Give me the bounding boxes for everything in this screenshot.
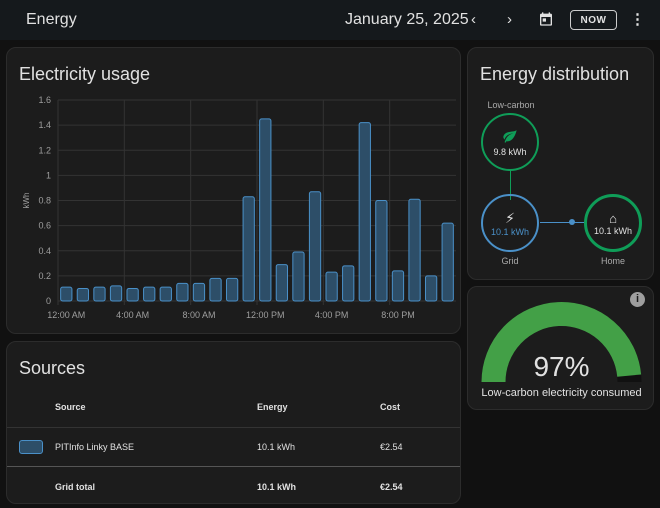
leaf-icon: [503, 129, 517, 143]
source-color-swatch: [19, 440, 43, 454]
x-tick-label: 12:00 AM: [47, 310, 85, 320]
grid-home-line: [540, 222, 585, 223]
previous-day-button[interactable]: ‹: [471, 11, 476, 28]
card-title: Electricity usage: [19, 64, 151, 84]
sources-card: Sources Source Energy Cost PITInfo Linky…: [6, 341, 461, 504]
bar: [242, 196, 255, 302]
bar: [76, 287, 90, 302]
bar: [275, 264, 289, 302]
bar: [342, 265, 355, 302]
calendar-button[interactable]: [538, 11, 554, 31]
low-carbon-gauge-card: i 97% Low-carbon electricity consumed: [467, 286, 654, 410]
energy-distribution-card: Energy distribution Low-carbon 9.8 kWh ⚡…: [467, 47, 654, 280]
bar: [308, 191, 322, 302]
info-icon[interactable]: i: [630, 292, 645, 307]
bar: [292, 251, 305, 302]
y-tick-label: 1.2: [38, 145, 51, 155]
source-cost: €2.54: [380, 442, 403, 452]
low-carbon-value: 9.8 kWh: [493, 146, 527, 157]
y-tick-label: 0.6: [38, 221, 51, 231]
source-name: PITInfo Linky BASE: [55, 442, 135, 452]
bar: [391, 270, 405, 302]
gauge-fill: [481, 302, 642, 383]
x-tick-label: 4:00 PM: [315, 310, 349, 320]
bar: [375, 200, 388, 302]
x-tick-label: 8:00 AM: [182, 310, 215, 320]
source-energy: 10.1 kWh: [257, 442, 296, 452]
y-tick-label: 1.6: [38, 95, 51, 105]
column-energy: Energy: [257, 402, 288, 412]
home-value: 10.1 kWh: [593, 225, 633, 236]
usage-chart: 0 0.2 0.4 0.6 0.8 1 1.2 1.4 1.6 12:00 AM 4:00 AM 8:…: [22, 95, 456, 320]
bar: [408, 198, 421, 302]
bar: [126, 287, 139, 302]
y-tick-label: 1.4: [38, 120, 51, 130]
column-source: Source: [55, 402, 86, 412]
column-cost: Cost: [380, 402, 400, 412]
bar: [358, 122, 371, 302]
bar: [93, 286, 106, 302]
home-node[interactable]: ⌂ 10.1 kWh: [584, 194, 642, 252]
x-tick-label: 8:00 PM: [381, 310, 415, 320]
y-tick-label: 0.2: [38, 271, 51, 281]
divider: [7, 466, 460, 467]
x-tick-label: 4:00 AM: [116, 310, 149, 320]
transmission-tower-icon: ⚡︎: [505, 209, 515, 226]
bar: [225, 277, 239, 302]
bar: [159, 286, 172, 302]
flow-dot: [569, 219, 575, 225]
x-tick-label: 12:00 PM: [246, 310, 285, 320]
bar: [176, 282, 189, 302]
y-tick-label: 0.8: [38, 196, 51, 206]
bar: [209, 277, 222, 302]
low-carbon-label: Low-carbon: [487, 100, 535, 110]
bar: [192, 282, 206, 302]
total-name: Grid total: [55, 482, 95, 492]
gauge-value: 97%: [533, 351, 590, 382]
low-carbon-line: [510, 170, 511, 200]
total-cost: €2.54: [380, 482, 403, 492]
bar: [60, 286, 73, 302]
bar: [424, 275, 438, 302]
bar: [441, 222, 454, 302]
next-day-button[interactable]: ›: [507, 11, 512, 28]
bar: [259, 118, 272, 302]
bar: [143, 286, 156, 302]
bar: [109, 285, 123, 302]
date-label: January 25, 2025: [345, 11, 469, 28]
y-tick-label: 0.4: [38, 246, 51, 256]
grid-node[interactable]: ⚡︎ 10.1 kWh: [481, 194, 539, 252]
top-bar: Energy January 25, 2025 ‹ › NOW ⋮: [0, 0, 660, 40]
grid-label: Grid: [501, 256, 519, 266]
y-tick-label: 1: [46, 170, 51, 180]
total-energy: 10.1 kWh: [257, 482, 297, 492]
y-axis-label: kWh: [22, 193, 31, 209]
home-label: Home: [600, 256, 625, 266]
y-tick-label: 0: [46, 296, 51, 306]
bar: [325, 271, 338, 302]
now-button[interactable]: NOW: [570, 10, 617, 30]
gauge-label: Low-carbon electricity consumed: [481, 387, 642, 399]
divider: [7, 427, 460, 428]
grid-value: 10.1 kWh: [490, 226, 530, 237]
card-title: Sources: [19, 358, 86, 378]
more-menu-button[interactable]: ⋮: [630, 11, 645, 28]
low-carbon-node[interactable]: 9.8 kWh: [481, 113, 539, 171]
calendar-icon: [540, 12, 552, 26]
gauge: [481, 302, 642, 383]
card-title: Energy distribution: [480, 64, 630, 84]
home-icon: ⌂: [609, 210, 617, 226]
electricity-usage-card: Electricity usage 0 0.2 0.4 0.6 0.8 1 1.2 1.4 1.…: [6, 47, 461, 334]
page-title: Energy: [26, 11, 77, 28]
